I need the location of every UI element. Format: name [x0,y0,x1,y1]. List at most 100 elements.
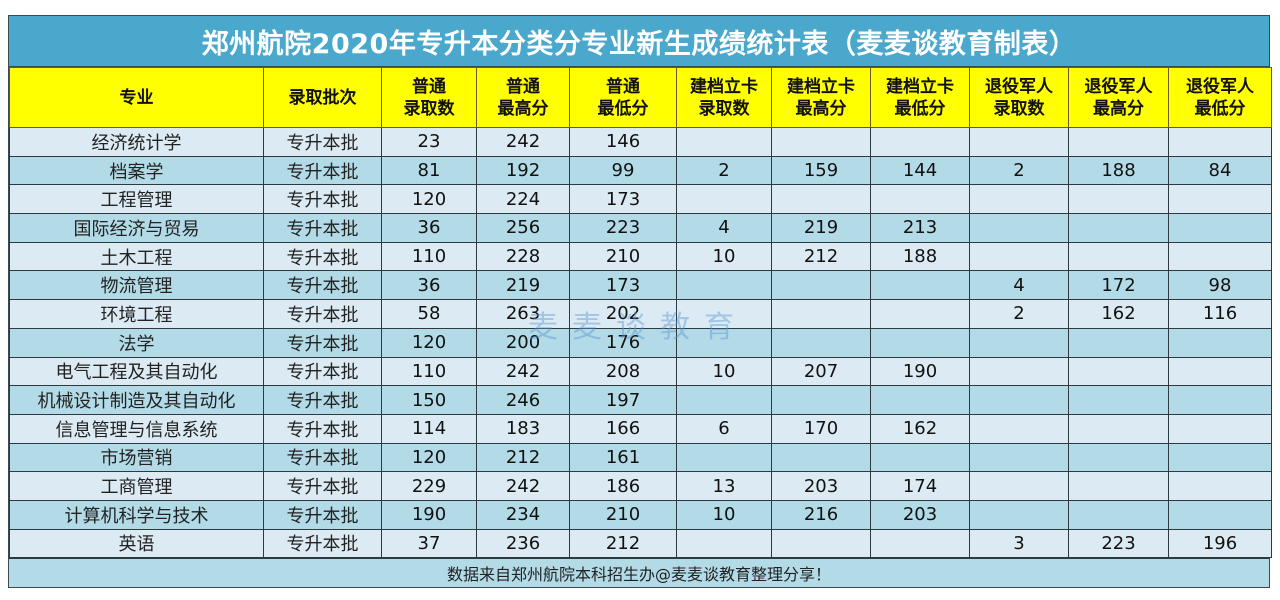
column-header: 建档立卡 最高分 [771,67,871,128]
column-header-line1: 建档立卡 [787,76,855,97]
batch-cell: 专升本批 [263,155,382,186]
major-cell: 环境工程 [9,299,264,329]
value-cell: 120 [381,442,477,473]
value-cell: 84 [1168,155,1272,186]
value-cell: 183 [476,413,570,444]
value-cell: 236 [476,528,570,559]
value-cell: 144 [870,155,970,186]
value-cell: 159 [771,155,871,186]
value-cell [676,184,772,215]
value-cell: 2 [969,299,1069,329]
column-header-line1: 普通 [606,76,640,97]
value-cell [1168,213,1272,243]
value-cell [870,299,970,329]
value-cell: 263 [476,299,570,329]
value-cell [1168,127,1272,157]
value-cell [1068,356,1169,387]
column-header: 专业 [9,67,264,128]
value-cell: 166 [569,413,677,444]
value-cell: 234 [476,499,570,530]
value-cell: 2 [676,155,772,186]
value-cell [676,327,772,358]
column-header: 退役军人 录取数 [969,67,1069,128]
value-cell: 186 [569,471,677,501]
value-cell: 219 [476,270,570,301]
value-cell: 173 [569,270,677,301]
value-cell: 190 [870,356,970,387]
value-cell [771,528,871,559]
value-cell [969,213,1069,243]
batch-cell: 专升本批 [263,299,382,329]
value-cell: 246 [476,385,570,415]
value-cell [969,499,1069,530]
value-cell: 4 [969,270,1069,301]
column-header-line1: 普通 [412,76,446,97]
value-cell: 203 [771,471,871,501]
column-header: 退役军人 最低分 [1168,67,1272,128]
column-header: 建档立卡 录取数 [676,67,772,128]
value-cell: 3 [969,528,1069,559]
batch-cell: 专升本批 [263,499,382,530]
column-header-line1: 退役军人 [985,76,1053,97]
major-cell: 信息管理与信息系统 [9,413,264,444]
table-body: 经济统计学 专升本批 23 242 146 档案学 专升本批 81 192 99 2 159 144 2 1… [9,127,1272,559]
column-header-line1: 退役军人 [1186,76,1254,97]
batch-cell: 专升本批 [263,471,382,501]
table-row: 法学 专升本批 120 200 176 [9,327,1272,358]
column-header-line2: 最低分 [1194,98,1246,119]
value-cell: 146 [569,127,677,157]
major-cell: 工商管理 [9,471,264,501]
column-header-line1: 退役军人 [1084,76,1153,97]
value-cell [1068,327,1169,358]
value-cell [1068,442,1169,473]
value-cell [870,270,970,301]
column-header: 录取批次 [263,67,382,128]
value-cell [1168,471,1272,501]
major-cell: 档案学 [9,155,264,186]
column-header-line1: 建档立卡 [690,76,758,97]
value-cell [969,385,1069,415]
value-cell: 242 [476,356,570,387]
value-cell: 98 [1168,270,1272,301]
value-cell [969,241,1069,272]
value-cell [1068,241,1169,272]
batch-cell: 专升本批 [263,356,382,387]
value-cell [1068,385,1169,415]
value-cell [771,270,871,301]
batch-cell: 专升本批 [263,442,382,473]
value-cell [1168,442,1272,473]
value-cell [771,442,871,473]
header-row: 专业 录取批次 普通 录取数 普通 最高分 普通 最低分 建档立卡 录取数 建档立卡 最高分 建档立卡最… [9,67,1272,128]
value-cell [969,184,1069,215]
value-cell: 150 [381,385,477,415]
value-cell: 212 [569,528,677,559]
table-row: 机械设计制造及其自动化 专升本批 150 246 197 [9,385,1272,415]
value-cell: 174 [870,471,970,501]
batch-cell: 专升本批 [263,270,382,301]
column-header-line1: 专业 [119,87,154,108]
major-cell: 计算机科学与技术 [9,499,264,530]
table-row: 工程管理 专升本批 120 224 173 [9,184,1272,215]
value-cell: 110 [381,241,477,272]
batch-cell: 专升本批 [263,528,382,559]
value-cell [1068,127,1169,157]
column-header-line2: 录取数 [403,98,455,119]
value-cell [870,127,970,157]
major-cell: 英语 [9,528,264,559]
major-cell: 工程管理 [9,184,264,215]
value-cell: 120 [381,327,477,358]
column-header: 普通 最高分 [476,67,570,128]
value-cell [1168,327,1272,358]
value-cell: 213 [870,213,970,243]
batch-cell: 专升本批 [263,213,382,243]
value-cell: 4 [676,213,772,243]
value-cell: 216 [771,499,871,530]
value-cell [1068,413,1169,444]
table-row: 国际经济与贸易 专升本批 36 256 223 4 219 213 [9,213,1272,243]
batch-cell: 专升本批 [263,127,382,157]
value-cell [676,442,772,473]
value-cell: 172 [1068,270,1169,301]
value-cell: 116 [1168,299,1272,329]
value-cell [1168,184,1272,215]
value-cell: 13 [676,471,772,501]
